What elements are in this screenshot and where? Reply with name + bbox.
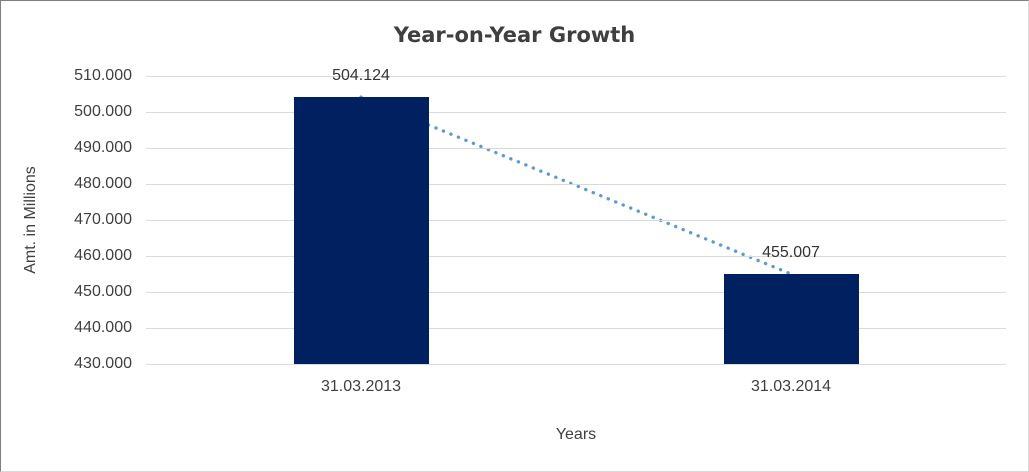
y-axis: 510.000 500.000 490.000 480.000 470.000 460.0… [1,67,132,372]
y-tick-label: 460.000 [74,247,132,264]
bar-value-label: 455.007 [762,243,820,261]
plot-area: 504.124 455.007 [146,67,1006,365]
gridline [146,292,1006,293]
bar-31.03.2013 [293,97,429,364]
y-tick-label: 430.000 [74,355,132,372]
x-tick-label: 31.03.2013 [320,378,402,395]
y-tick-label: 440.000 [74,319,132,336]
gridline [146,256,1006,257]
bar-31.03.2014 [723,273,859,364]
bar-value-label: 504.124 [332,67,390,85]
y-tick-label: 480.000 [74,175,132,192]
y-tick-label: 490.000 [74,139,132,156]
y-tick-label: 450.000 [74,283,132,300]
gridline [146,76,1006,77]
gridline [146,148,1006,149]
chart-title: Year-on-Year Growth [393,23,636,47]
y-tick-label: 510.000 [74,67,132,84]
gridline [146,364,1006,365]
gridline [146,112,1006,113]
y-tick-label: 470.000 [74,211,132,228]
gridline [146,184,1006,185]
gridline [146,328,1006,329]
x-axis-title: Years [555,426,597,443]
gridline [146,220,1006,221]
x-axis: 31.03.2013 31.03.2014 [146,378,1006,400]
x-tick-label: 31.03.2014 [750,378,832,395]
y-tick-label: 500.000 [74,103,132,120]
